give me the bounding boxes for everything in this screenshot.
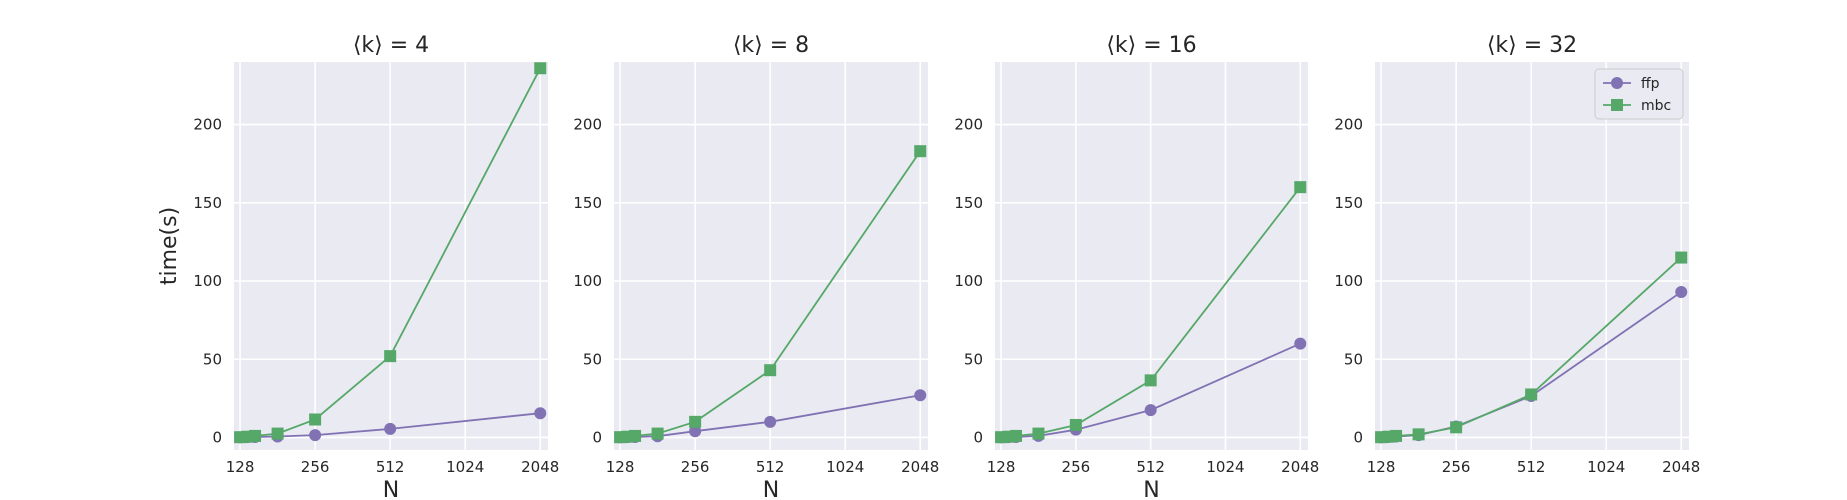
y-tick-label: 50 [583, 350, 602, 368]
x-tick-label: 2048 [1281, 458, 1319, 476]
y-tick-label: 50 [964, 350, 983, 368]
y-tick-label: 200 [1334, 116, 1363, 134]
data-point-ffp [534, 407, 547, 420]
data-point-mbc [1412, 428, 1425, 441]
y-tick-label: 0 [1353, 428, 1363, 446]
data-point-mbc [1390, 429, 1403, 442]
y-tick-label: 0 [212, 428, 222, 446]
x-axis-label: N [383, 478, 399, 500]
chart-title: ⟨k⟩ = 8 [733, 33, 809, 58]
y-tick-label: 150 [1334, 194, 1363, 212]
chart-title: ⟨k⟩ = 32 [1487, 33, 1577, 58]
chart-panel-2: 0 50 100 150 200 128 256 512 1024 2048 ⟨k⟩ = 8 N [573, 33, 939, 500]
chart-title: ⟨k⟩ = 4 [353, 33, 429, 58]
data-point-mbc [249, 429, 262, 442]
x-tick-label: 512 [1517, 458, 1546, 476]
data-point-mbc [914, 145, 927, 158]
plot-area [995, 62, 1308, 450]
x-tick-label: 256 [301, 458, 330, 476]
x-tick-label: 1024 [446, 458, 484, 476]
data-point-ffp [1294, 337, 1307, 350]
data-point-mbc [629, 429, 642, 442]
chart-title: ⟨k⟩ = 16 [1106, 33, 1196, 58]
x-tick-label: 512 [376, 458, 405, 476]
data-point-mbc [1069, 418, 1082, 431]
y-tick-label: 150 [954, 194, 983, 212]
y-tick-label: 100 [193, 272, 222, 290]
legend-marker-ffp [1611, 77, 1623, 89]
data-point-mbc [1525, 388, 1538, 401]
y-tick-label: 50 [1344, 350, 1363, 368]
data-point-mbc [651, 427, 664, 440]
data-point-ffp [914, 389, 927, 402]
y-tick-label: 150 [193, 194, 222, 212]
y-tick-label: 200 [573, 116, 602, 134]
x-tick-label: 512 [756, 458, 785, 476]
x-tick-label: 2048 [1662, 458, 1700, 476]
data-point-mbc [764, 364, 777, 377]
data-point-ffp [1144, 404, 1157, 417]
data-point-mbc [1450, 421, 1463, 434]
data-point-ffp [1675, 285, 1688, 298]
x-tick-label: 128 [1367, 458, 1396, 476]
plot-area [1375, 62, 1689, 450]
y-tick-label: 200 [193, 116, 222, 134]
y-tick-label: 0 [973, 428, 983, 446]
y-tick-label: 100 [573, 272, 602, 290]
legend-label-mbc: mbc [1641, 98, 1671, 114]
x-tick-label: 512 [1136, 458, 1165, 476]
x-tick-label: 1024 [1206, 458, 1244, 476]
data-point-mbc [1294, 181, 1307, 194]
chart-panel-3: 0 50 100 150 200 128 256 512 1024 2048 ⟨k⟩ = 16 N [954, 33, 1319, 500]
data-point-ffp [309, 429, 322, 442]
y-axis-label: time(s) [157, 207, 182, 285]
data-point-ffp [384, 422, 397, 435]
plot-area [614, 62, 928, 450]
data-point-mbc [309, 413, 322, 426]
x-tick-label: 128 [606, 458, 635, 476]
x-tick-label: 256 [1062, 458, 1091, 476]
data-point-mbc [1144, 374, 1157, 387]
x-axis-label: N [763, 478, 779, 500]
y-tick-label: 50 [203, 350, 222, 368]
chart-panel-4: 0 50 100 150 200 128 256 512 1024 2048 ⟨k⟩ = 32 ffp… [1334, 33, 1700, 476]
x-tick-label: 128 [226, 458, 255, 476]
data-point-mbc [689, 415, 702, 428]
plot-area [234, 62, 548, 450]
y-tick-label: 100 [954, 272, 983, 290]
chart-panel-1: 0 50 100 150 200 128 256 512 1024 2048 ⟨k⟩ = 4 Ntim… [157, 33, 559, 500]
legend-marker-mbc [1611, 99, 1623, 111]
data-point-mbc [534, 62, 547, 75]
x-tick-label: 2048 [901, 458, 939, 476]
x-tick-label: 1024 [826, 458, 864, 476]
y-tick-label: 0 [592, 428, 602, 446]
legend: ffp mbc [1594, 68, 1684, 120]
y-tick-label: 100 [1334, 272, 1363, 290]
x-axis-label: N [1143, 478, 1159, 500]
x-tick-label: 256 [681, 458, 710, 476]
x-tick-label: 2048 [521, 458, 559, 476]
x-tick-label: 128 [987, 458, 1016, 476]
data-point-ffp [764, 415, 777, 428]
data-point-mbc [1010, 429, 1023, 442]
x-tick-label: 1024 [1587, 458, 1625, 476]
data-point-mbc [1032, 427, 1045, 440]
data-point-mbc [1675, 251, 1688, 264]
data-point-mbc [271, 427, 284, 440]
data-point-ffp [689, 425, 702, 438]
data-point-mbc [384, 350, 397, 363]
legend-label-ffp: ffp [1641, 76, 1660, 92]
y-tick-label: 150 [573, 194, 602, 212]
y-tick-label: 200 [954, 116, 983, 134]
x-tick-label: 256 [1442, 458, 1471, 476]
